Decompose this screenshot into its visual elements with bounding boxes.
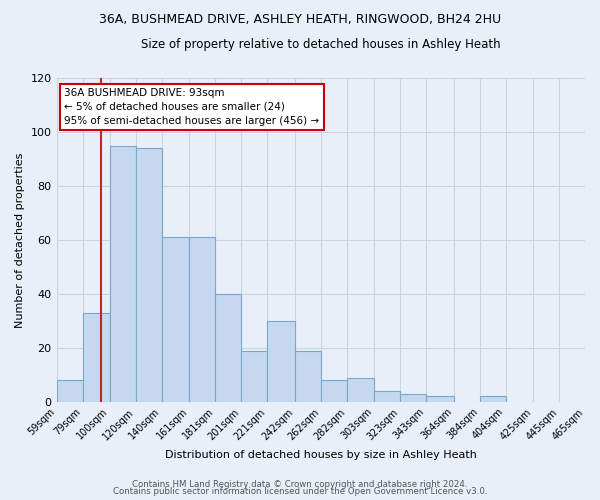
Title: Size of property relative to detached houses in Ashley Heath: Size of property relative to detached ho… (141, 38, 500, 51)
Text: Contains HM Land Registry data © Crown copyright and database right 2024.: Contains HM Land Registry data © Crown c… (132, 480, 468, 489)
Bar (479, 396, 506, 402)
Bar (162, 238, 190, 402)
Bar (347, 378, 374, 402)
Bar (400, 394, 426, 402)
Bar (56, 380, 83, 402)
Bar (374, 391, 400, 402)
Bar (110, 146, 136, 402)
Bar (268, 321, 295, 402)
Text: Contains public sector information licensed under the Open Government Licence v3: Contains public sector information licen… (113, 487, 487, 496)
Bar (215, 294, 241, 402)
Text: 36A, BUSHMEAD DRIVE, ASHLEY HEATH, RINGWOOD, BH24 2HU: 36A, BUSHMEAD DRIVE, ASHLEY HEATH, RINGW… (99, 12, 501, 26)
Y-axis label: Number of detached properties: Number of detached properties (15, 152, 25, 328)
Bar (190, 238, 215, 402)
X-axis label: Distribution of detached houses by size in Ashley Heath: Distribution of detached houses by size … (165, 450, 477, 460)
Bar (136, 148, 162, 402)
Bar (83, 313, 110, 402)
Bar (426, 396, 454, 402)
Bar (295, 350, 321, 402)
Bar (321, 380, 347, 402)
Bar (241, 350, 268, 402)
Text: 36A BUSHMEAD DRIVE: 93sqm
← 5% of detached houses are smaller (24)
95% of semi-d: 36A BUSHMEAD DRIVE: 93sqm ← 5% of detach… (64, 88, 320, 126)
